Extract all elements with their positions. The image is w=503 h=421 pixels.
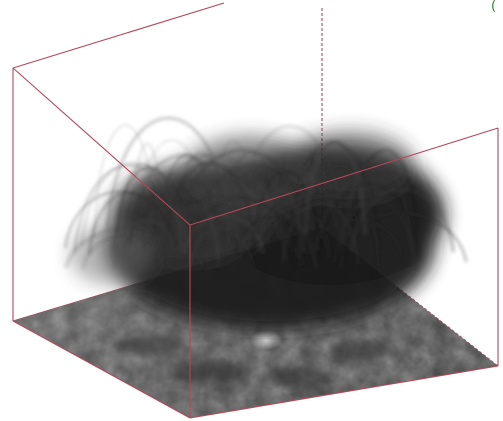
field-loop-arc	[130, 142, 165, 236]
field-loop-arc	[298, 165, 380, 268]
box-edge-bottom-front-right	[189, 365, 499, 419]
field-loop-arc	[116, 219, 176, 251]
corner-mark: (	[491, 0, 497, 14]
box-edge-top-front-right	[189, 127, 499, 226]
box-edge-bottom-front-left	[12, 320, 191, 419]
field-loop-arc	[246, 163, 278, 234]
field-loop-arc	[290, 140, 373, 235]
field-loop-arc	[73, 164, 184, 253]
field-loop-arc	[257, 189, 305, 253]
bright-flux-spot	[250, 330, 282, 350]
field-loop-arc	[93, 124, 158, 238]
field-loop-arc	[288, 143, 382, 249]
box-edge-top-back-left	[12, 2, 225, 69]
field-loop-arc	[351, 148, 419, 231]
field-loop-arc	[314, 168, 456, 252]
field-loop-arc	[234, 124, 345, 236]
field-loop-arc	[252, 207, 294, 268]
field-loop-arc	[281, 202, 359, 265]
box-edge-top-front-left	[12, 67, 191, 226]
field-loop-arc	[210, 140, 256, 232]
field-loop-arc	[261, 202, 307, 255]
box-front-edges	[12, 67, 499, 419]
field-loop-volume	[63, 116, 468, 330]
field-loop-arc	[219, 163, 340, 231]
field-loop-arc	[332, 211, 468, 263]
field-loop-arc	[181, 195, 250, 235]
field-loop-arc	[340, 159, 415, 268]
field-loop-arc	[296, 216, 331, 259]
field-loop-arc	[63, 190, 177, 249]
field-loop-arc	[187, 163, 320, 251]
field-loop-arc	[160, 177, 220, 269]
